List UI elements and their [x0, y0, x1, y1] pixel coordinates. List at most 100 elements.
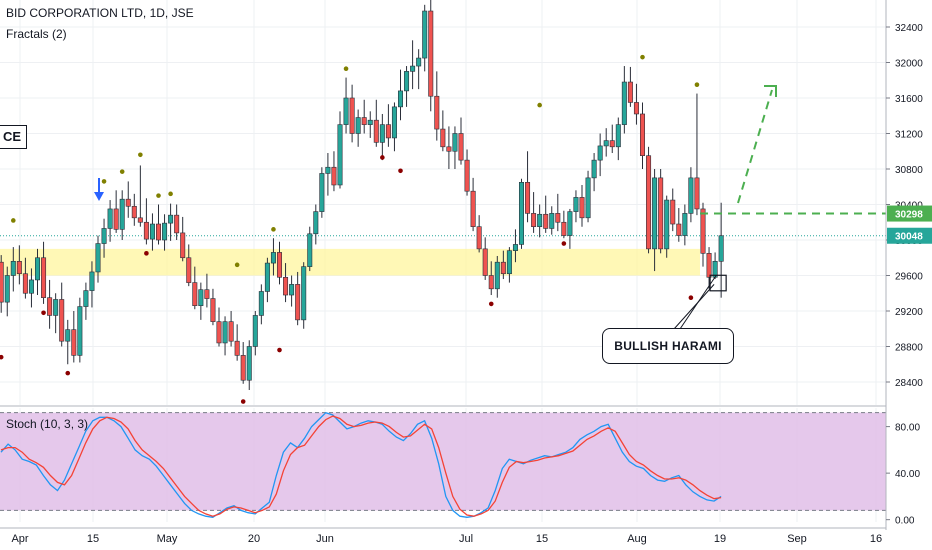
candle [10, 260, 16, 276]
candle [361, 117, 367, 125]
projection-arrowhead [764, 85, 777, 97]
down-arrow-head [94, 192, 104, 201]
candle [718, 235, 724, 262]
candle [210, 298, 216, 322]
candle [561, 221, 567, 236]
candle [537, 213, 543, 227]
candle [391, 106, 397, 139]
candle [609, 140, 615, 148]
candle [543, 213, 549, 229]
fractal-down-marker [65, 370, 71, 376]
candle [688, 177, 694, 214]
partial-annotation-box: CE [0, 125, 28, 149]
candle [283, 276, 289, 296]
candle [77, 306, 83, 356]
support-zone [0, 248, 700, 276]
fractal-up-marker [11, 218, 16, 223]
fractal-down-marker [41, 310, 46, 316]
candle [252, 315, 258, 347]
candle [506, 250, 512, 275]
fractal-up-marker [537, 102, 542, 108]
price-tick-label: 28400 [895, 378, 923, 389]
stoch-tick-label: 0.00 [895, 516, 915, 527]
candle [125, 198, 131, 207]
fractal-down-marker [240, 399, 246, 404]
candle [119, 198, 125, 230]
candle [404, 71, 410, 92]
time-tick-label: Aug [627, 533, 647, 545]
candle [639, 113, 645, 156]
candle [422, 10, 428, 59]
candle [700, 208, 706, 254]
time-tick-label: 15 [536, 533, 548, 545]
candle [434, 95, 440, 130]
candle [41, 257, 47, 298]
candle [319, 173, 325, 212]
target-price-label-bg [887, 205, 932, 222]
last-price-label-bg [887, 227, 932, 244]
candle [621, 81, 627, 125]
stoch-k-line [0, 411, 722, 518]
candle [143, 221, 149, 240]
fractal-down-marker [398, 168, 403, 174]
candle [573, 197, 579, 212]
indicator-label: Fractals (2) [6, 27, 67, 41]
candle [603, 140, 609, 147]
candle [512, 244, 518, 251]
candle [4, 275, 10, 303]
candle [500, 261, 506, 275]
time-tick-label: 16 [870, 533, 882, 545]
time-tick-label: 20 [248, 533, 260, 545]
candle [34, 257, 40, 281]
candle [397, 90, 403, 108]
fractal-down-marker [277, 347, 282, 353]
last-price-label: 30048 [895, 232, 923, 243]
candle [228, 321, 234, 342]
candle [615, 124, 621, 148]
stoch-tick-label: 80.00 [895, 423, 920, 434]
candle [301, 266, 307, 321]
candle [258, 291, 264, 316]
fractal-down-marker [688, 295, 694, 300]
candle [410, 65, 416, 72]
candle [313, 211, 319, 235]
price-tick-label: 29600 [895, 272, 923, 283]
candle [246, 346, 252, 381]
candle [16, 260, 22, 275]
time-tick-label: May [157, 533, 178, 545]
candle [379, 124, 385, 143]
fractal-up-marker [343, 66, 349, 72]
candle [264, 262, 270, 292]
candle [591, 159, 597, 179]
candle [627, 81, 633, 103]
price-tick-label: 31200 [895, 130, 923, 141]
fractal-markers [0, 54, 700, 404]
fractal-down-marker [144, 251, 149, 256]
fractal-down-marker [380, 155, 385, 160]
candle [89, 271, 95, 291]
price-tick-label: 32400 [895, 23, 923, 34]
candle [676, 223, 682, 236]
candle [240, 355, 246, 381]
candle [192, 282, 198, 306]
candle [331, 166, 337, 186]
candle [0, 261, 4, 303]
candle [168, 214, 174, 224]
time-tick-label: Jul [459, 533, 473, 545]
candle [83, 290, 89, 307]
candle [307, 233, 313, 267]
candle [325, 166, 331, 174]
projection-arrow-line [737, 89, 773, 204]
candle [22, 273, 28, 294]
candle [694, 177, 700, 210]
candle [646, 155, 652, 250]
harami-box [709, 274, 727, 292]
candle [113, 208, 119, 230]
candle [416, 57, 422, 67]
candle [525, 182, 531, 214]
candle [343, 97, 349, 125]
candle [470, 190, 476, 227]
chart-title: BID CORPORATION LTD, 1D, JSE [6, 6, 194, 20]
